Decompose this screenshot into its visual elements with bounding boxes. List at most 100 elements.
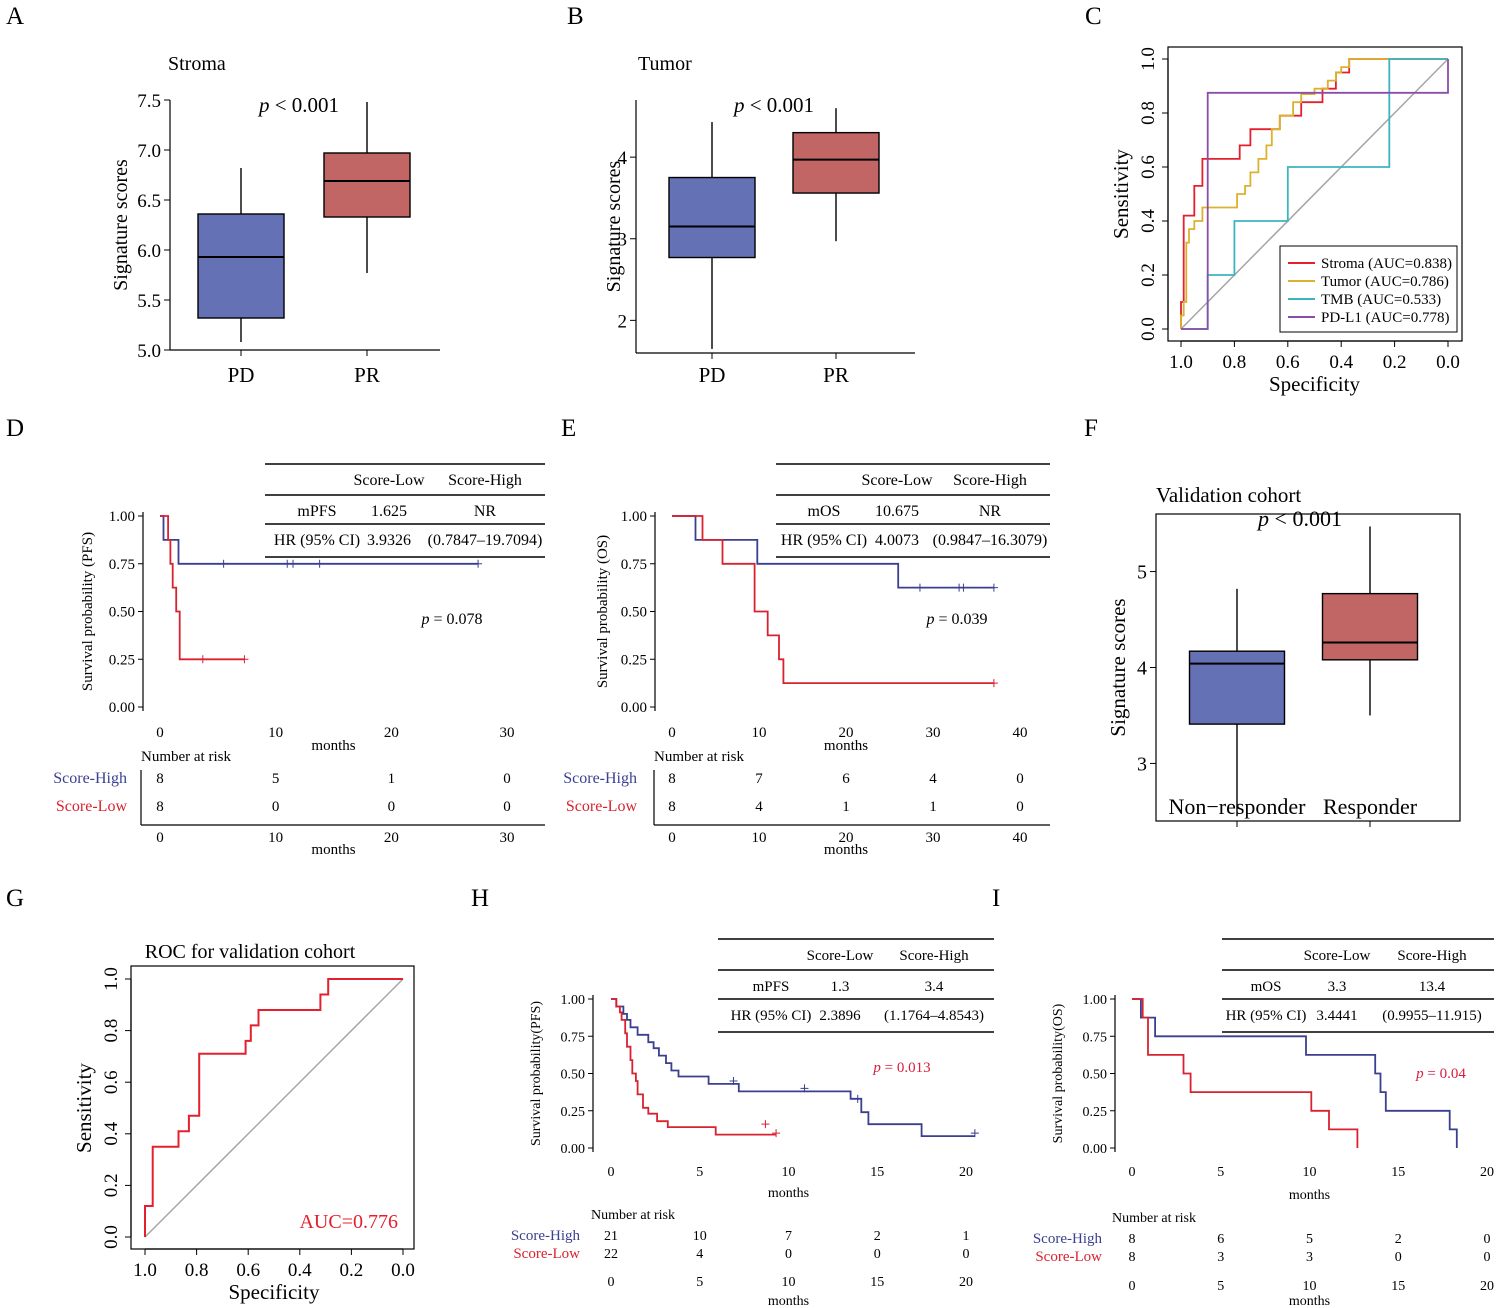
x-axis-title: months xyxy=(311,738,355,754)
risk-table-title: Number at risk xyxy=(141,749,231,765)
p-value-label: p = 0.039 xyxy=(925,611,987,628)
y-tick-label: 1.00 xyxy=(1083,993,1108,1008)
y-tick-label: 0.75 xyxy=(1083,1030,1108,1045)
box-Non−responder xyxy=(1188,650,1286,725)
km-curve-Score-Low xyxy=(672,515,994,684)
risk-count: 8 xyxy=(156,799,164,815)
x-tick-label: 10 xyxy=(268,725,283,741)
roc-curve-Tumor (AUC=0.786) xyxy=(1180,58,1448,329)
table-cell: 1.625 xyxy=(371,503,407,520)
x-tick-label: 20 xyxy=(839,725,854,741)
km-curve-Score-High xyxy=(1132,998,1458,1148)
risk-x-axis-title: months xyxy=(311,842,355,858)
panel-label-b: B xyxy=(567,3,584,30)
risk-count: 0 xyxy=(388,799,396,815)
risk-count: 0 xyxy=(1484,1250,1491,1265)
censor-mark xyxy=(853,1094,862,1103)
table-header-cell: Score-High xyxy=(1397,948,1467,964)
x-tick-label: 40 xyxy=(1013,725,1028,741)
p-value-label-rest: = 0.04 xyxy=(1424,1066,1467,1082)
risk-count: 8 xyxy=(1129,1232,1136,1247)
km-curve-Score-Low xyxy=(160,515,245,661)
table-header-cell: Score-Low xyxy=(807,948,874,964)
risk-row-label: Score-Low xyxy=(1035,1249,1102,1265)
risk-count: 8 xyxy=(1129,1250,1136,1265)
panel-g-roc-chart: 1.0 0.8 0.6 0.4 0.2 0.0 0.0 0.2 0.4 0.6 0.8 1.0 Spec… xyxy=(72,941,415,1304)
table-header-cell: Score-High xyxy=(953,472,1027,489)
roc-curve-Stroma (AUC=0.838) xyxy=(1180,58,1448,329)
x-tick-label: PR xyxy=(354,363,380,387)
censor-mark xyxy=(315,559,324,568)
diagonal-reference-line xyxy=(144,978,404,1238)
y-tick-label: 0.0 xyxy=(1138,317,1159,341)
x-tick-label: 0.8 xyxy=(1223,352,1247,373)
risk-row-label: Score-High xyxy=(511,1228,581,1244)
risk-count: 4 xyxy=(755,799,763,815)
risk-count: 10 xyxy=(693,1229,707,1244)
risk-table-title: Number at risk xyxy=(1112,1211,1196,1226)
risk-x-tick-label: 0 xyxy=(1129,1279,1136,1294)
risk-x-tick-label: 20 xyxy=(384,830,399,846)
x-tick-label: 0.4 xyxy=(288,1260,312,1281)
risk-count: 2 xyxy=(1395,1232,1402,1247)
y-tick-label: 0.00 xyxy=(1083,1142,1108,1157)
y-tick-label: 6.0 xyxy=(137,241,161,262)
y-tick-label: 0.25 xyxy=(561,1105,586,1120)
risk-x-tick-label: 10 xyxy=(268,830,283,846)
censor-mark xyxy=(959,583,968,592)
censor-mark xyxy=(729,1076,738,1085)
auc-label: AUC=0.776 xyxy=(299,1211,398,1233)
table-cell: HR (95% CI) xyxy=(1226,1008,1307,1024)
table-cell: NR xyxy=(979,503,1002,520)
chart-title: ROC for validation cohort xyxy=(145,941,356,963)
table-cell: 10.675 xyxy=(875,503,919,520)
censor-mark xyxy=(915,583,924,592)
risk-count: 6 xyxy=(1217,1232,1224,1247)
p-value-label-p: p xyxy=(420,611,429,628)
risk-x-tick-label: 20 xyxy=(1480,1279,1494,1294)
y-tick-label: 7.0 xyxy=(137,141,161,162)
y-tick-label: 0.75 xyxy=(621,557,647,573)
roc-curve-Validation xyxy=(144,978,403,1237)
x-tick-label: 0 xyxy=(608,1165,615,1180)
p-value-label-rest: < 0.001 xyxy=(744,93,814,117)
x-tick-label: 10 xyxy=(782,1165,796,1180)
p-value-label-p: p xyxy=(1415,1066,1424,1082)
risk-count: 8 xyxy=(668,799,676,815)
x-tick-label: 0.2 xyxy=(340,1260,364,1281)
risk-x-tick-label: 15 xyxy=(1391,1279,1405,1294)
table-cell: NR xyxy=(474,503,497,520)
x-tick-label: PR xyxy=(823,363,849,387)
chart-title: Tumor xyxy=(638,53,692,75)
y-tick-label: 1.0 xyxy=(101,967,122,991)
risk-count: 7 xyxy=(785,1229,792,1244)
y-axis-title: Signature scores xyxy=(1106,598,1130,736)
risk-count: 8 xyxy=(156,771,164,787)
y-tick-label: 0.25 xyxy=(621,652,647,668)
censor-mark xyxy=(989,679,998,688)
x-tick-label: 1.0 xyxy=(133,1260,157,1281)
risk-x-tick-label: 40 xyxy=(1013,830,1028,846)
y-tick-label: 0.75 xyxy=(109,557,135,573)
risk-count: 22 xyxy=(604,1247,618,1262)
y-tick-label: 0.8 xyxy=(101,1019,122,1043)
censor-mark xyxy=(772,1129,781,1138)
risk-row-label: Score-Low xyxy=(566,798,638,815)
p-value-label: p < 0.001 xyxy=(257,93,339,117)
risk-count: 8 xyxy=(668,771,676,787)
risk-table-title: Number at risk xyxy=(654,749,744,765)
y-tick-label: 0.50 xyxy=(621,605,647,621)
table-header-cell: Score-High xyxy=(899,948,969,964)
x-tick-label: 10 xyxy=(1303,1165,1317,1180)
x-tick-label: 0 xyxy=(1129,1165,1136,1180)
y-tick-label: 1.0 xyxy=(1138,47,1159,71)
table-cell: 4.0073 xyxy=(875,532,919,549)
censor-mark xyxy=(240,655,249,664)
p-value-label-rest: = 0.078 xyxy=(429,611,482,628)
risk-count: 0 xyxy=(874,1247,881,1262)
y-axis-title: Survival probability (OS) xyxy=(595,535,611,688)
roc-curve-PD-L1 (AUC=0.778) xyxy=(1181,59,1449,330)
x-tick-label: 20 xyxy=(1480,1165,1494,1180)
censor-mark xyxy=(198,655,207,664)
x-tick-label: 30 xyxy=(926,725,941,741)
